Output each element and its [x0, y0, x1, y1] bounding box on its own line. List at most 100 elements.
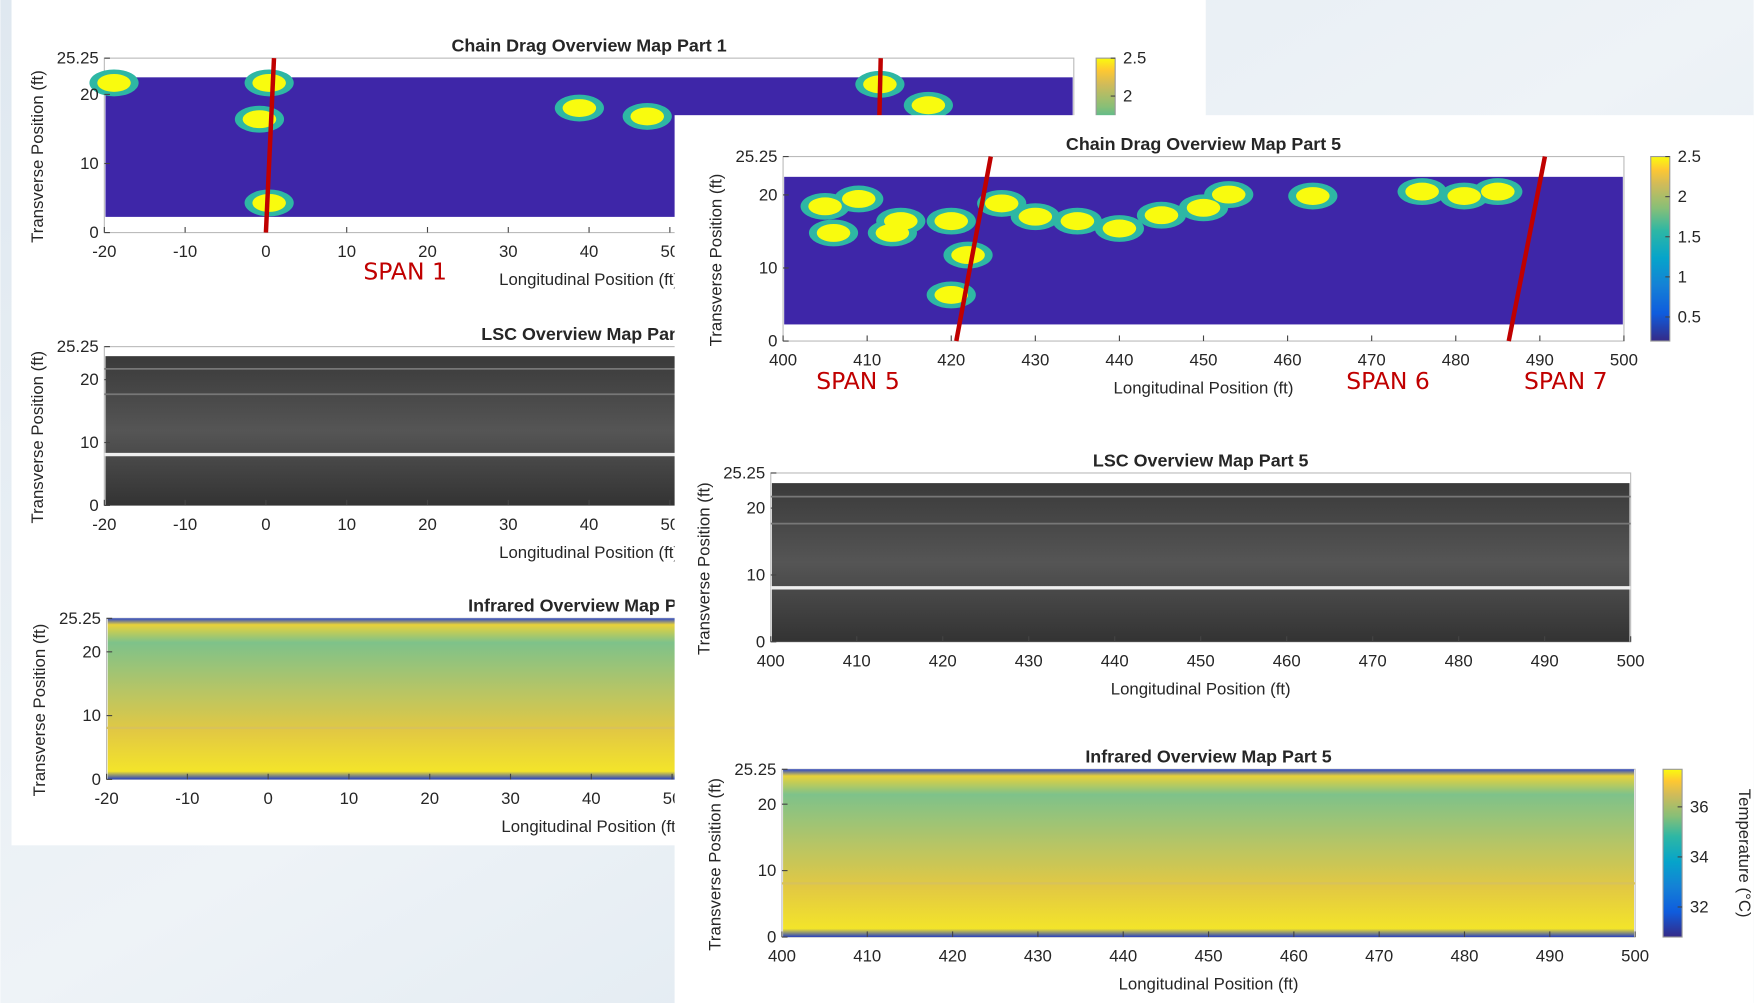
delam-core: [97, 74, 131, 92]
scan-image: [772, 483, 1630, 642]
x-tick-label: 440: [1105, 351, 1133, 370]
y-tick-label: 20: [747, 499, 766, 518]
x-tick-label: 450: [1195, 947, 1223, 966]
y-tick-label: 25.25: [59, 609, 101, 628]
x-tick-label: 450: [1187, 651, 1215, 670]
delam-core: [817, 224, 851, 242]
delam-core: [563, 99, 597, 117]
x-tick-label: 40: [580, 242, 599, 261]
x-tick-label: 30: [501, 789, 520, 808]
x-tick-label: 400: [769, 351, 797, 370]
y-tick-label: 20: [758, 795, 777, 814]
y-tick-label: 10: [758, 861, 777, 880]
y-axis-label: Transverse Position (ft): [28, 351, 47, 524]
x-axis-label: Longitudinal Position (ft): [501, 817, 681, 836]
colorbar-tick-label: 2: [1123, 87, 1132, 106]
delam-core: [630, 107, 664, 125]
delam-core: [912, 96, 946, 114]
span-label: SPAN 6: [1346, 367, 1430, 395]
delam-core: [1145, 206, 1179, 224]
delam-core: [934, 212, 968, 230]
y-axis-label: Transverse Position (ft): [30, 624, 49, 797]
x-tick-label: -10: [173, 242, 197, 261]
chart-title: LSC Overview Map Part 5: [1093, 450, 1309, 470]
delam-core: [1019, 208, 1053, 226]
x-axis-label: Longitudinal Position (ft): [1111, 679, 1291, 698]
x-tick-label: 40: [580, 515, 599, 534]
x-axis-label: Longitudinal Position (ft): [1114, 379, 1294, 398]
span-label: SPAN 7: [1524, 367, 1608, 395]
y-tick-label: 20: [759, 185, 778, 204]
span-label: SPAN 5: [816, 367, 900, 395]
slide: -20-1001020304050607080901000102025.25Ch…: [0, 0, 1754, 1003]
colorbar: [1663, 769, 1682, 937]
delam-core: [1187, 199, 1221, 217]
delam-core: [1481, 183, 1515, 201]
x-tick-label: 400: [768, 947, 796, 966]
colorbar-tick-label: 2.5: [1678, 147, 1701, 166]
chart-title: Chain Drag Overview Map Part 1: [451, 35, 726, 55]
x-tick-label: 460: [1280, 947, 1308, 966]
colorbar-tick-label: 2.5: [1123, 49, 1146, 68]
x-tick-label: 0: [261, 242, 270, 261]
y-tick-label: 0: [756, 632, 765, 651]
delam-core: [252, 74, 286, 92]
colorbar-label: Temperature (°C): [1735, 789, 1754, 918]
colorbar-tick-label: 1: [1678, 267, 1687, 286]
delam-core: [876, 224, 910, 242]
x-tick-label: 0: [263, 789, 272, 808]
delam-core: [985, 194, 1019, 212]
x-tick-label: 470: [1365, 947, 1393, 966]
x-tick-label: 420: [937, 351, 965, 370]
x-axis-label: Longitudinal Position (ft): [1119, 975, 1299, 994]
x-tick-label: 20: [418, 515, 437, 534]
colorbar-tick-label: 32: [1690, 898, 1709, 917]
colorbar: [1651, 157, 1670, 341]
x-tick-label: 400: [757, 651, 785, 670]
x-tick-label: 40: [582, 789, 601, 808]
x-tick-label: 10: [337, 242, 356, 261]
x-tick-label: 10: [337, 515, 356, 534]
y-tick-label: 0: [768, 332, 777, 351]
colorbar-tick-label: 1.5: [1678, 227, 1701, 246]
x-tick-label: -20: [92, 515, 116, 534]
y-tick-label: 0: [92, 770, 101, 789]
page: {"chart_data": [ {"type": "heatmap", "ti…: [0, 0, 1754, 1003]
y-axis-label: Transverse Position (ft): [694, 482, 713, 655]
y-tick-label: 0: [767, 928, 776, 947]
y-tick-label: 25.25: [57, 337, 99, 356]
x-axis-label: Longitudinal Position (ft): [499, 270, 679, 289]
y-axis-label: Transverse Position (ft): [705, 778, 724, 951]
delam-core: [1447, 187, 1481, 205]
y-tick-label: 20: [82, 642, 101, 661]
x-tick-label: 490: [1531, 651, 1559, 670]
x-tick-label: 470: [1359, 651, 1387, 670]
y-tick-label: 10: [759, 259, 778, 278]
x-tick-label: 440: [1109, 947, 1137, 966]
x-tick-label: 480: [1450, 947, 1478, 966]
y-tick-label: 10: [82, 706, 101, 725]
x-tick-label: 460: [1274, 351, 1302, 370]
colorbar-tick-label: 36: [1690, 797, 1709, 816]
x-tick-label: 480: [1445, 651, 1473, 670]
delam-core: [1061, 212, 1095, 230]
y-tick-label: 10: [80, 154, 99, 173]
x-tick-label: 420: [929, 651, 957, 670]
colorbar-tick-label: 34: [1690, 848, 1709, 867]
y-tick-label: 25.25: [734, 760, 776, 779]
x-tick-label: -20: [92, 242, 116, 261]
x-tick-label: 430: [1021, 351, 1049, 370]
x-tick-label: 430: [1024, 947, 1052, 966]
chart-title: Infrared Overview Map Part 5: [1085, 747, 1331, 767]
chart-title: LSC Overview Map Part 1: [481, 324, 697, 344]
y-tick-label: 0: [89, 496, 98, 515]
x-tick-label: 420: [939, 947, 967, 966]
x-axis-label: Longitudinal Position (ft): [499, 543, 679, 562]
y-tick-label: 0: [89, 223, 98, 242]
x-tick-label: 450: [1190, 351, 1218, 370]
x-tick-label: 0: [261, 515, 270, 534]
thermal-image: [783, 769, 1634, 937]
y-tick-label: 10: [747, 566, 766, 585]
x-tick-label: 500: [1610, 351, 1638, 370]
